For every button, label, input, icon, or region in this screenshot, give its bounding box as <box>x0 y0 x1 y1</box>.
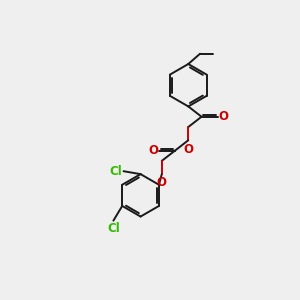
Text: O: O <box>157 176 167 190</box>
Text: Cl: Cl <box>107 222 120 235</box>
Text: Cl: Cl <box>109 165 122 178</box>
Text: O: O <box>148 144 158 157</box>
Text: O: O <box>218 110 228 123</box>
Text: O: O <box>183 143 193 156</box>
